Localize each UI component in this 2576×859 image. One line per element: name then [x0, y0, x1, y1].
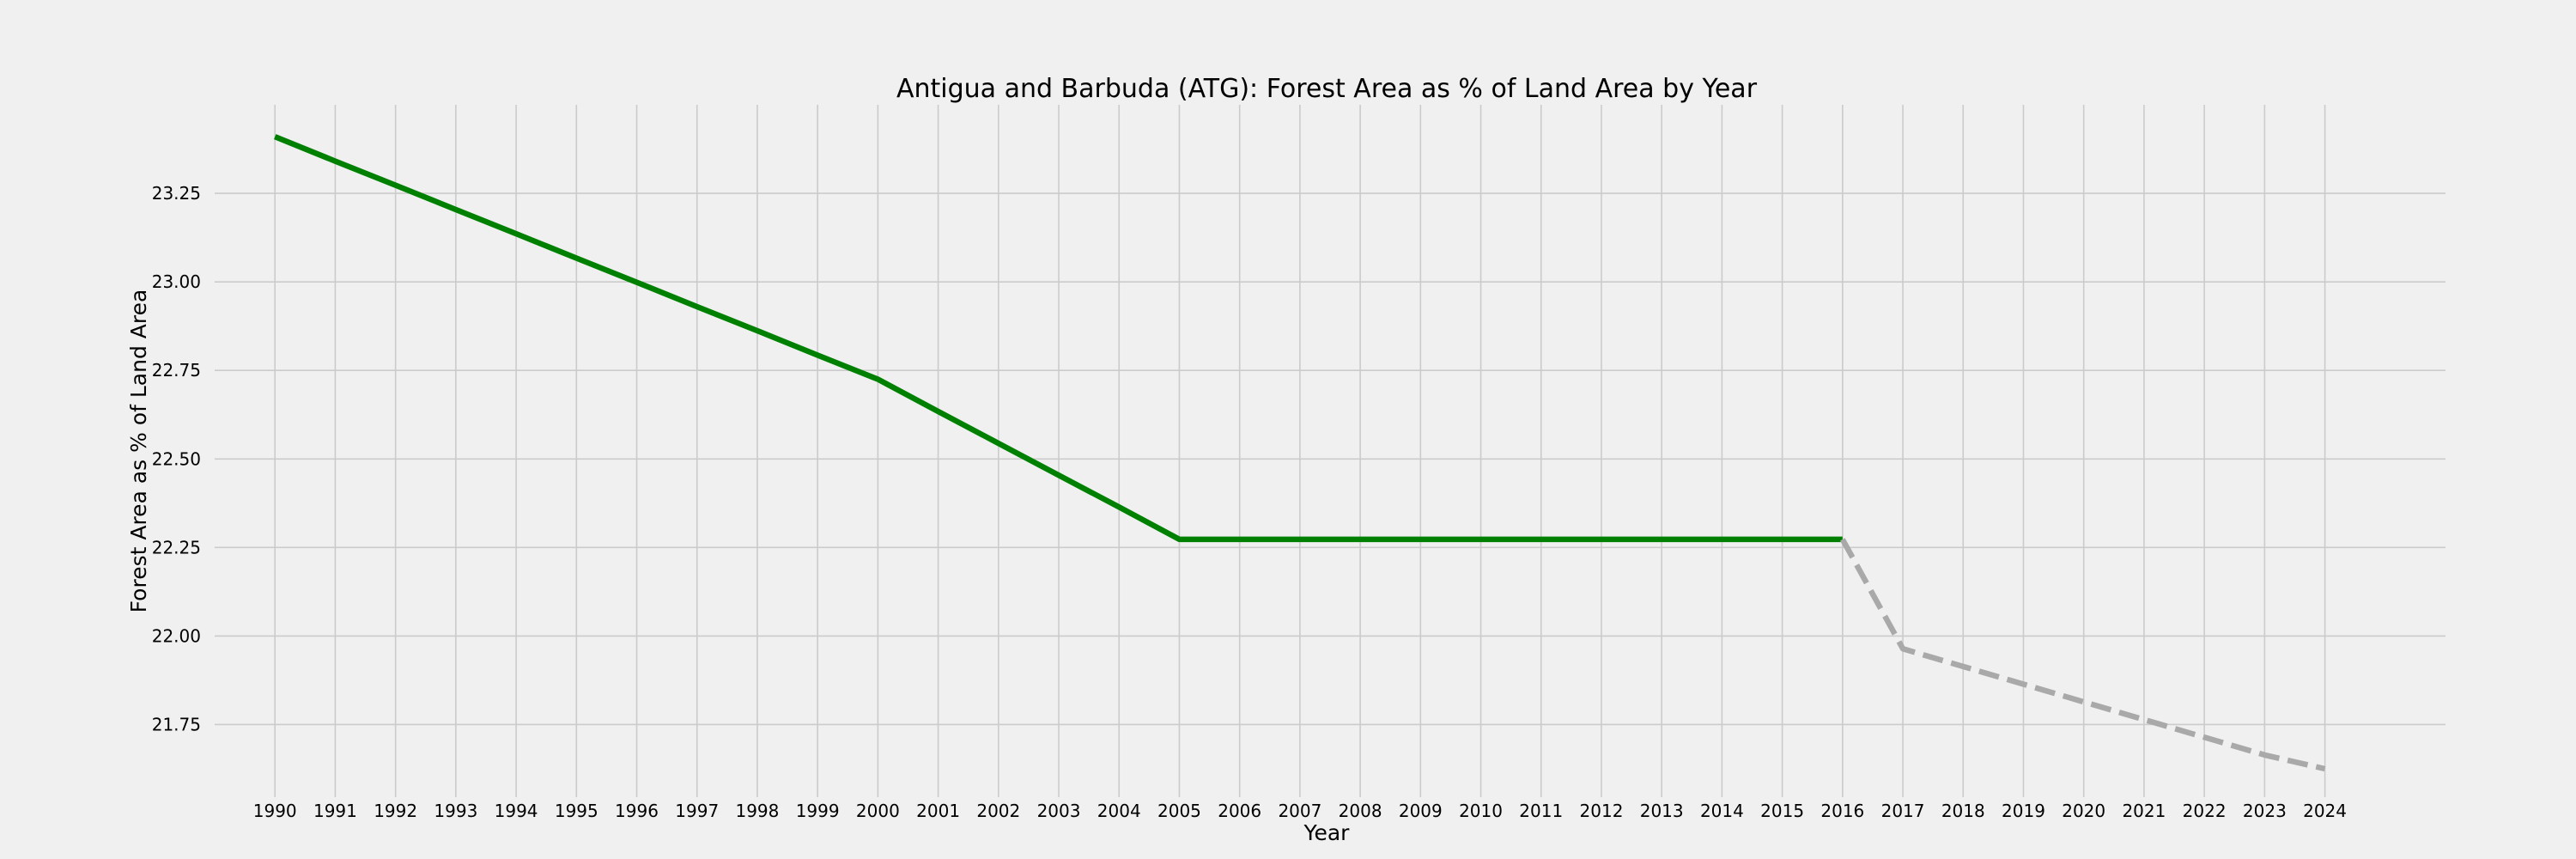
- x-tick-label: 1990: [253, 801, 297, 821]
- x-tick-label: 1992: [374, 801, 417, 821]
- y-tick-label: 22.00: [152, 625, 201, 646]
- x-tick-label: 2013: [1640, 801, 1684, 821]
- x-tick-label: 1996: [615, 801, 659, 821]
- x-tick-label: 2021: [2122, 801, 2166, 821]
- x-tick-label: 2019: [2002, 801, 2045, 821]
- x-tick-label: 2022: [2183, 801, 2227, 821]
- x-tick-label: 2020: [2062, 801, 2105, 821]
- y-axis-label: Forest Area as % of Land Area: [126, 289, 151, 613]
- y-tick-label: 22.50: [152, 448, 201, 469]
- x-tick-label: 2001: [916, 801, 960, 821]
- series-line-dashed: [1839, 538, 2326, 772]
- chart-title: Antigua and Barbuda (ATG): Forest Area a…: [896, 74, 1758, 104]
- x-tick-label: 1999: [796, 801, 840, 821]
- y-tick-label: 22.75: [152, 360, 201, 381]
- x-tick-label: 2010: [1459, 801, 1503, 821]
- x-tick-label: 2016: [1820, 801, 1864, 821]
- x-tick-label: 2004: [1097, 801, 1141, 821]
- x-tick-label: 2014: [1700, 801, 1744, 821]
- x-axis-ticks: 1990 1991 1992 1993 1994 1995 1996 1997 1998 1999…: [253, 801, 2347, 821]
- x-tick-label: 2018: [1941, 801, 1985, 821]
- x-tick-label: 1997: [675, 801, 719, 821]
- x-tick-label: 1994: [495, 801, 538, 821]
- x-tick-label: 2007: [1278, 801, 1321, 821]
- x-tick-label: 2000: [856, 801, 900, 821]
- x-tick-label: 2023: [2243, 801, 2287, 821]
- x-tick-label: 2011: [1519, 801, 1563, 821]
- x-tick-label: 2006: [1218, 801, 1261, 821]
- x-tick-label: 2024: [2303, 801, 2347, 821]
- x-tick-label: 2017: [1881, 801, 1925, 821]
- x-tick-label: 1995: [555, 801, 598, 821]
- x-tick-label: 2009: [1399, 801, 1443, 821]
- x-tick-label: 2012: [1580, 801, 1624, 821]
- y-tick-label: 23.00: [152, 271, 201, 292]
- x-axis-label: Year: [1303, 820, 1351, 845]
- y-axis-ticks: 21.75 22.00 22.25 22.50 22.75 23.00 23.25: [152, 183, 201, 734]
- x-tick-label: 2015: [1760, 801, 1804, 821]
- x-tick-label: 2003: [1037, 801, 1081, 821]
- series: [273, 134, 2326, 772]
- series-line-solid: [273, 134, 1843, 543]
- x-tick-label: 2005: [1157, 801, 1201, 821]
- x-tick-label: 2002: [976, 801, 1020, 821]
- y-tick-label: 23.25: [152, 183, 201, 204]
- grid: [215, 105, 2445, 797]
- x-tick-label: 1991: [313, 801, 357, 821]
- x-tick-label: 1998: [735, 801, 779, 821]
- y-tick-label: 21.75: [152, 714, 201, 734]
- x-tick-label: 1993: [434, 801, 477, 821]
- x-tick-label: 2008: [1339, 801, 1382, 821]
- y-tick-label: 22.25: [152, 537, 201, 557]
